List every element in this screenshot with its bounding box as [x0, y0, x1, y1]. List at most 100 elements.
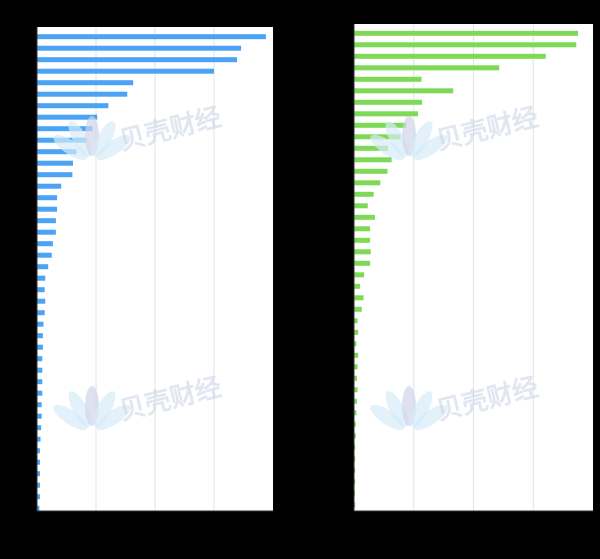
bar — [37, 80, 134, 86]
bar — [37, 241, 53, 247]
bar — [37, 34, 266, 40]
bar — [37, 160, 73, 166]
bar — [37, 425, 42, 431]
shell-petal — [385, 391, 409, 428]
bar — [37, 114, 98, 120]
bar — [354, 260, 371, 266]
bar — [354, 295, 364, 301]
bar — [37, 505, 40, 511]
bar — [354, 444, 356, 450]
bar — [37, 459, 40, 465]
bar — [37, 229, 56, 235]
bar — [37, 275, 46, 281]
bar — [354, 65, 500, 71]
bar — [37, 413, 42, 419]
bar — [354, 502, 356, 508]
bar — [37, 298, 46, 304]
bar — [354, 99, 423, 105]
shell-petal — [96, 134, 131, 161]
bar — [354, 191, 374, 197]
bar — [354, 352, 359, 358]
bar — [37, 344, 43, 350]
bar — [37, 183, 62, 189]
bar — [354, 421, 356, 427]
shell-petal — [53, 134, 88, 161]
bar — [354, 467, 356, 473]
bar — [37, 91, 128, 97]
bar — [37, 264, 49, 270]
bar — [37, 436, 41, 442]
bar — [354, 203, 368, 209]
bar — [37, 321, 44, 327]
bar — [354, 318, 358, 324]
bar — [354, 387, 358, 393]
shell-petal — [96, 404, 131, 431]
shell-petal — [68, 121, 92, 158]
bar — [37, 252, 52, 258]
bar — [354, 180, 381, 186]
shell-petal — [409, 121, 433, 158]
bar — [37, 103, 109, 109]
bar — [354, 272, 365, 278]
bar — [354, 168, 388, 174]
bar — [37, 471, 40, 477]
bar — [37, 482, 40, 488]
bar — [37, 379, 43, 385]
bar — [354, 76, 422, 82]
bar — [37, 356, 43, 362]
bar — [37, 45, 242, 51]
shell-petal — [92, 391, 116, 428]
bar — [354, 214, 375, 220]
bar — [37, 448, 40, 454]
shell-petal — [92, 121, 116, 158]
bar — [37, 195, 58, 201]
bar — [37, 367, 43, 373]
bar — [37, 68, 214, 74]
bar — [354, 53, 546, 59]
bar — [354, 410, 357, 416]
shell-petal — [385, 121, 409, 158]
bar — [354, 306, 362, 312]
shell-petal — [413, 404, 448, 431]
bar — [354, 226, 371, 232]
bar — [354, 283, 360, 289]
bar — [37, 494, 40, 500]
bar — [354, 456, 356, 462]
bar — [354, 30, 579, 36]
shell-petal — [68, 391, 92, 428]
bar — [354, 341, 357, 347]
bar — [354, 111, 418, 117]
bar — [354, 479, 356, 485]
bar — [37, 402, 42, 408]
bar — [354, 249, 371, 255]
shell-petal — [53, 404, 88, 431]
bar — [354, 88, 454, 94]
bar — [354, 364, 358, 370]
bar — [37, 126, 93, 132]
bar — [354, 237, 371, 243]
shell-petal — [409, 391, 433, 428]
shell-petal — [370, 404, 405, 431]
bar — [354, 157, 392, 163]
bar — [37, 149, 77, 155]
bar — [354, 375, 357, 381]
bar — [37, 310, 45, 316]
bar — [354, 42, 577, 48]
bar — [354, 398, 357, 404]
bar — [37, 206, 58, 212]
shell-petal — [413, 134, 448, 161]
bar — [37, 172, 73, 178]
bar — [354, 329, 359, 335]
bar — [354, 122, 406, 128]
bar — [37, 390, 43, 396]
bar — [37, 57, 238, 63]
bar — [37, 287, 45, 293]
bar — [37, 333, 43, 339]
bar — [37, 218, 56, 224]
shell-petal — [370, 134, 405, 161]
bar — [354, 433, 356, 439]
bar — [354, 145, 389, 151]
